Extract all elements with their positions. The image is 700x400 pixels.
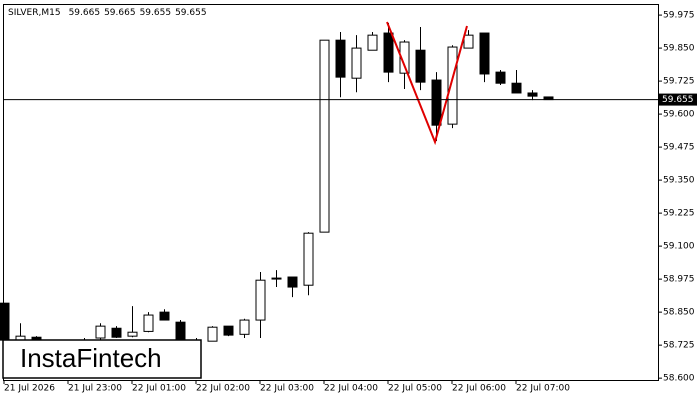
x-tick-label: 22 Jul 06:00	[452, 384, 506, 394]
header-high: 59.665	[104, 8, 136, 18]
header-open: 59.665	[69, 8, 101, 18]
candle-body-up	[143, 314, 154, 332]
candle-body-down	[0, 302, 10, 341]
candle-body-down	[415, 49, 426, 83]
candle-body-up	[127, 331, 138, 337]
header: SILVER,M15 59.665 59.665 59.655 59.655	[8, 8, 207, 18]
candle-body-up	[95, 325, 106, 339]
y-tick-label: 59.600	[663, 110, 695, 120]
header-low: 59.655	[140, 8, 172, 18]
x-tick-label: 22 Jul 07:00	[516, 384, 570, 394]
y-tick-label: 58.725	[663, 341, 695, 351]
candle-body-down	[431, 79, 442, 126]
candle-body-up	[447, 46, 458, 125]
candle-body-down	[383, 32, 394, 73]
x-tick-label: 22 Jul 03:00	[260, 384, 314, 394]
candle-body-down	[511, 82, 522, 94]
pattern-lines	[386, 21, 468, 146]
last-price-label: 59.655	[662, 95, 694, 105]
candle-body-down	[175, 321, 186, 341]
candle-body-down	[495, 71, 506, 84]
watermark: InstaFintech	[20, 343, 162, 373]
candle-body-down	[527, 92, 538, 97]
x-tick-label: 22 Jul 02:00	[196, 384, 250, 394]
candle-body-down	[479, 32, 490, 75]
x-tick-label: 22 Jul 05:00	[388, 384, 442, 394]
logo-box	[2, 339, 202, 379]
plot-frame	[3, 4, 659, 381]
last-price-box	[659, 93, 697, 106]
candle-body-up	[351, 47, 362, 79]
y-tick-label: 59.475	[663, 143, 695, 153]
candle-body-up	[463, 34, 474, 49]
candle-body-up	[271, 277, 282, 280]
x-tick-label: 22 Jul 01:00	[132, 384, 186, 394]
candle-body-up	[207, 326, 218, 342]
x-tick-label: 21 Jul 23:00	[68, 384, 122, 394]
candle-body-up	[367, 34, 378, 51]
y-tick-label: 59.850	[663, 44, 695, 54]
candle-body-down	[287, 276, 298, 288]
candle-body-down	[111, 327, 122, 338]
y-tick-label: 58.975	[663, 275, 695, 285]
x-tick-label: 21 Jul 2026	[4, 384, 55, 394]
y-tick-label: 59.350	[663, 176, 695, 186]
y-tick-label: 59.975	[663, 11, 695, 21]
header-close: 59.655	[175, 8, 207, 18]
y-tick-label: 58.850	[663, 308, 695, 318]
y-tick-label: 59.725	[663, 77, 695, 87]
candle-body-down	[335, 39, 346, 78]
marks	[0, 23, 554, 347]
candle-body-down	[159, 311, 170, 321]
x-tick-label: 22 Jul 04:00	[324, 384, 378, 394]
candle-body-up	[303, 232, 314, 286]
y-tick-label: 59.225	[663, 209, 695, 219]
y-tick-label: 58.600	[663, 374, 695, 384]
candle-body-down	[223, 325, 234, 336]
symbol: SILVER,M15	[8, 8, 61, 18]
candle-body-up	[399, 41, 410, 74]
candle-body-up	[319, 39, 330, 233]
y-tick-label: 59.100	[663, 242, 695, 252]
candle-body-up	[255, 279, 266, 321]
candle-body-up	[239, 319, 250, 335]
